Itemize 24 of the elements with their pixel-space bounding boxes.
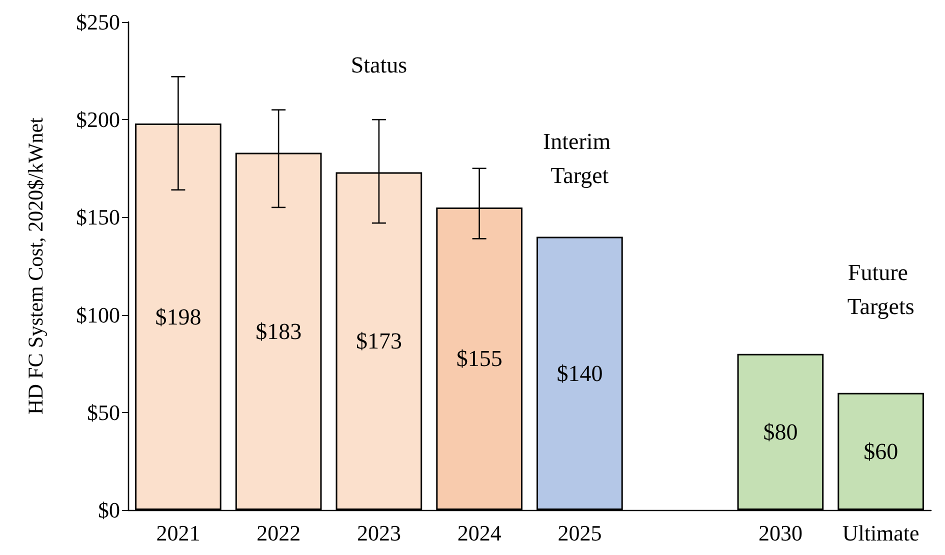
y-tick-label: $0 <box>98 498 120 522</box>
x-tick-label: 2022 <box>256 520 301 546</box>
x-tick-label: 2021 <box>156 520 200 546</box>
data-label: $198 <box>155 304 202 330</box>
annotation: Status <box>350 52 408 78</box>
y-tick-label: $250 <box>76 10 120 34</box>
y-tick-label: $50 <box>87 400 120 425</box>
x-tick-label: Ultimate <box>842 520 920 546</box>
x-tick-label: 2030 <box>758 520 802 546</box>
data-label: $80 <box>763 419 798 444</box>
y-tick-label: $200 <box>76 107 120 132</box>
x-tick-label: 2024 <box>457 520 502 546</box>
y-tick-label: $100 <box>76 302 120 328</box>
annotation: Interim Target <box>542 129 616 188</box>
data-label: $155 <box>456 346 502 372</box>
y-tick-label: $150 <box>76 204 120 230</box>
x-tick-label: 2023 <box>356 520 401 546</box>
annotation: Future Targets <box>847 260 914 319</box>
x-tick-label: 2025 <box>558 520 602 546</box>
y-axis-title: HD FC System Cost, 2020$/kWnet <box>24 117 48 414</box>
data-label: $173 <box>356 328 402 354</box>
data-label: $140 <box>556 360 603 386</box>
data-label: $60 <box>864 438 898 464</box>
data-label: $183 <box>256 318 302 344</box>
